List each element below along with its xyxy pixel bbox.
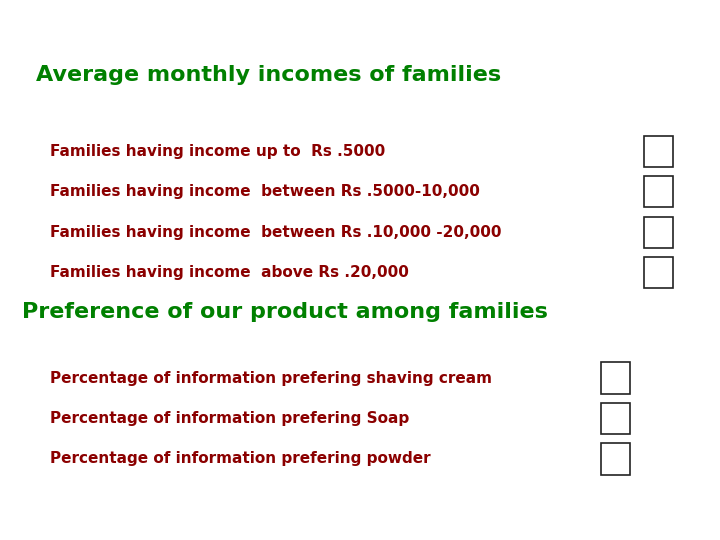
Text: Percentage of information prefering powder: Percentage of information prefering powd… <box>50 451 431 467</box>
Text: Families having income  between Rs .10,000 -20,000: Families having income between Rs .10,00… <box>50 225 502 240</box>
Bar <box>644 217 673 248</box>
Bar <box>644 257 673 288</box>
Bar <box>601 362 630 394</box>
Text: Families having income up to  Rs .5000: Families having income up to Rs .5000 <box>50 144 386 159</box>
Text: Families having income  between Rs .5000-10,000: Families having income between Rs .5000-… <box>50 184 480 199</box>
Bar <box>601 403 630 434</box>
Text: Percentage of information prefering shaving cream: Percentage of information prefering shav… <box>50 370 492 386</box>
Text: Percentage of information prefering Soap: Percentage of information prefering Soap <box>50 411 410 426</box>
Bar <box>644 136 673 167</box>
Text: Families having income  above Rs .20,000: Families having income above Rs .20,000 <box>50 265 409 280</box>
Bar <box>601 443 630 475</box>
Bar <box>644 176 673 207</box>
Text: Average monthly incomes of families: Average monthly incomes of families <box>36 65 501 85</box>
Text: Preference of our product among families: Preference of our product among families <box>22 302 547 322</box>
